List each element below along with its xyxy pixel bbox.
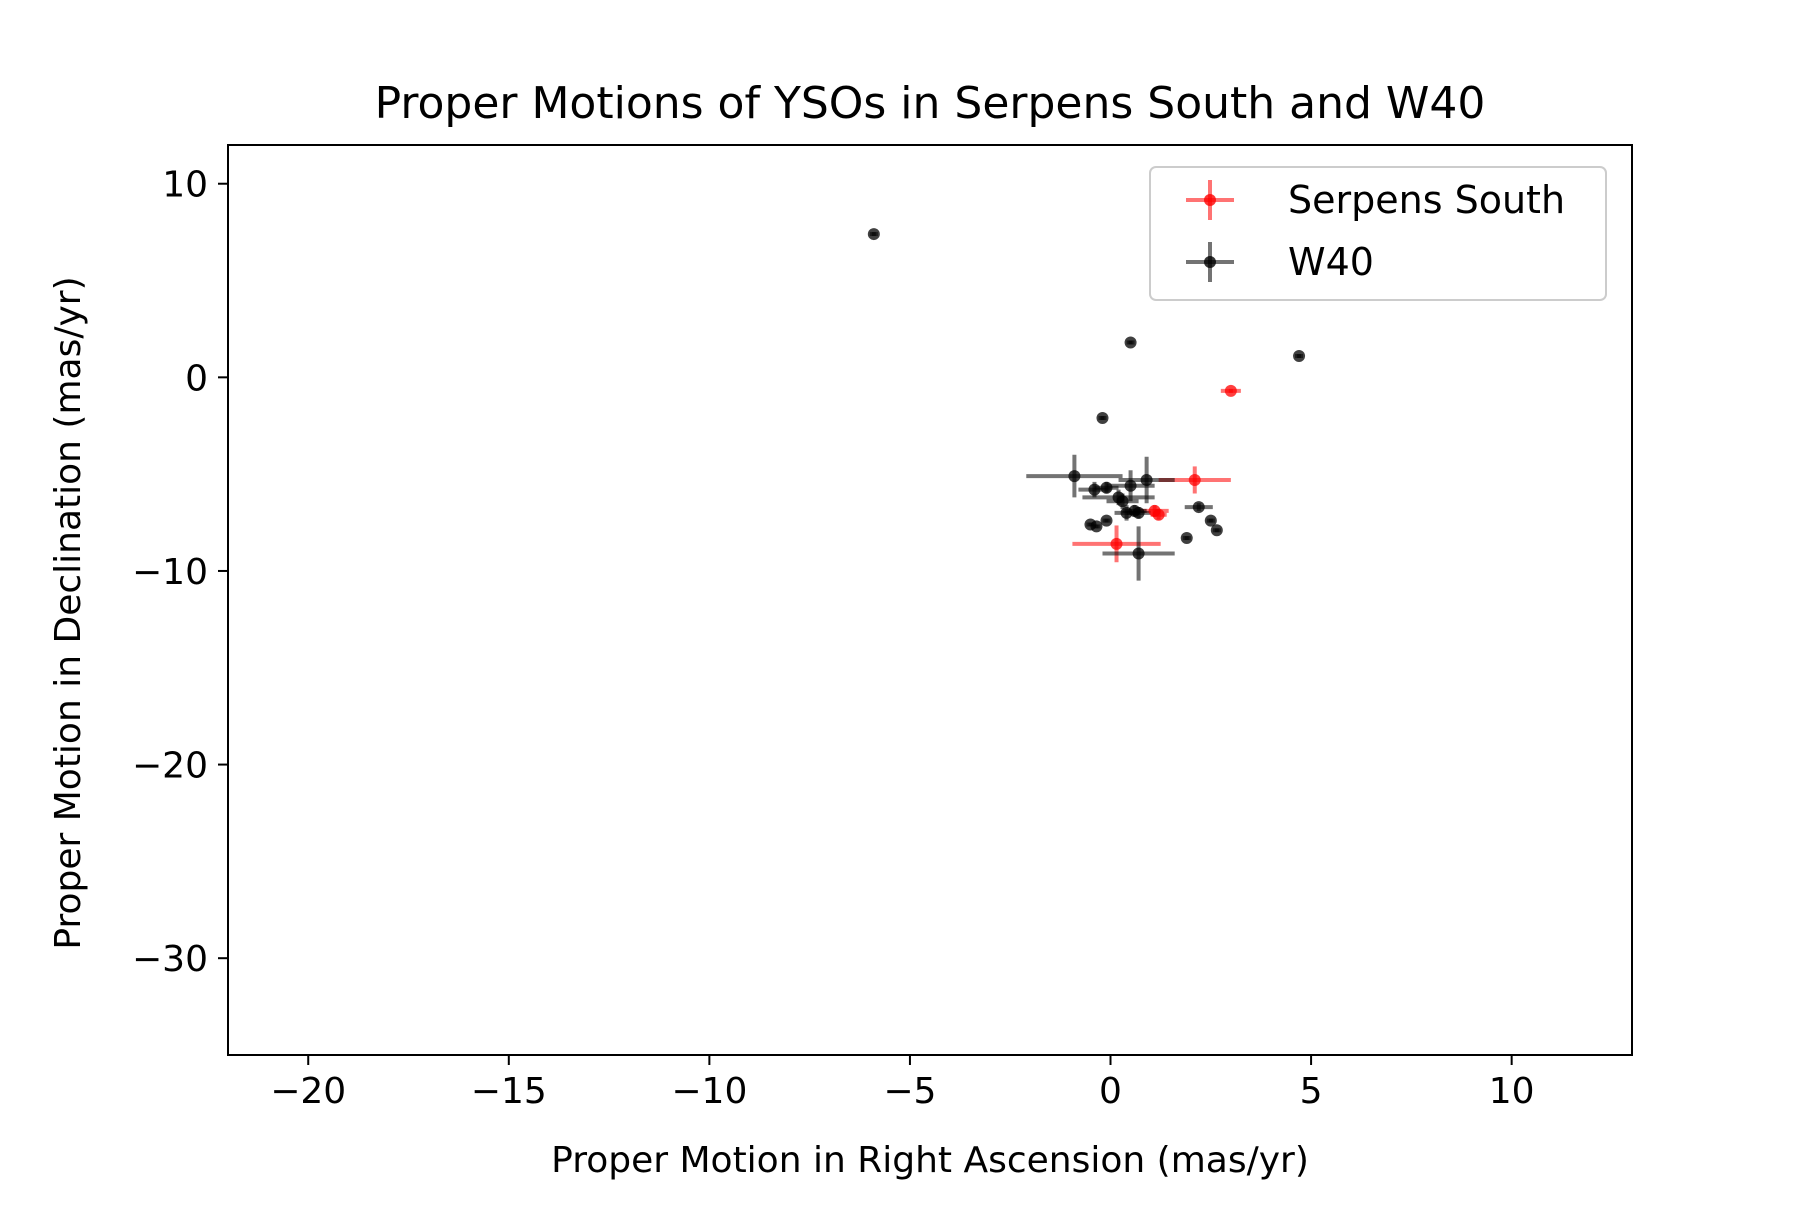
- w40-point: [1124, 336, 1137, 349]
- serpens-south-point: [1152, 508, 1165, 521]
- w40-point: [1210, 524, 1223, 537]
- x-tick-label: 5: [1300, 1071, 1323, 1112]
- x-axis-label: Proper Motion in Right Ascension (mas/yr…: [551, 1140, 1309, 1181]
- serpens-south-point: [1224, 384, 1237, 397]
- w40-point: [1096, 412, 1109, 424]
- x-tick-label: 0: [1099, 1071, 1122, 1112]
- y-tick-label: −20: [132, 746, 208, 787]
- legend: Serpens South W40: [1149, 166, 1607, 301]
- legend-w40-label: W40: [1288, 240, 1374, 284]
- w40-point: [1068, 470, 1081, 483]
- legend-box: [1149, 166, 1607, 301]
- plot-area-frame: [227, 144, 1633, 1056]
- chart-title: Proper Motions of YSOs in Serpens South …: [375, 78, 1486, 129]
- legend-serpens-south-label: Serpens South: [1288, 178, 1565, 222]
- y-tick-label: 0: [185, 358, 208, 399]
- w40-point: [1192, 501, 1205, 514]
- x-tick-label: 10: [1489, 1071, 1535, 1112]
- w40-point: [1090, 520, 1103, 533]
- y-tick-label: 10: [162, 165, 208, 206]
- w40-point: [1204, 514, 1217, 527]
- w40-point: [867, 228, 880, 241]
- w40-point: [1132, 506, 1145, 519]
- w40-point: [1124, 479, 1137, 492]
- serpens-south-point: [1110, 537, 1123, 550]
- w40-point: [1088, 483, 1101, 496]
- w40-point: [1180, 532, 1193, 545]
- y-tick-label: −30: [132, 939, 208, 980]
- x-tick-label: −15: [471, 1071, 547, 1112]
- serpens-south-point: [1188, 473, 1201, 486]
- w40-point: [1116, 495, 1129, 508]
- w40-point: [1100, 514, 1113, 527]
- y-axis-label: Proper Motion in Declination (mas/yr): [48, 276, 89, 949]
- axis-ticks: −20 −15 −10 −5 0 5 10 10 0 −10 −20 −30: [132, 165, 1535, 1112]
- w40-point: [1140, 473, 1153, 486]
- x-tick-label: −20: [270, 1071, 346, 1112]
- x-tick-label: −5: [883, 1071, 936, 1112]
- data-points: [867, 228, 1306, 560]
- w40-point: [1100, 481, 1113, 494]
- w40-point: [1293, 350, 1306, 363]
- legend-w40-marker: [1204, 256, 1216, 268]
- y-tick-label: −10: [132, 552, 208, 593]
- x-tick-label: −10: [671, 1071, 747, 1112]
- legend-serpens-south-marker: [1204, 194, 1216, 206]
- w40-point: [1120, 506, 1133, 519]
- w40-point: [1132, 547, 1145, 560]
